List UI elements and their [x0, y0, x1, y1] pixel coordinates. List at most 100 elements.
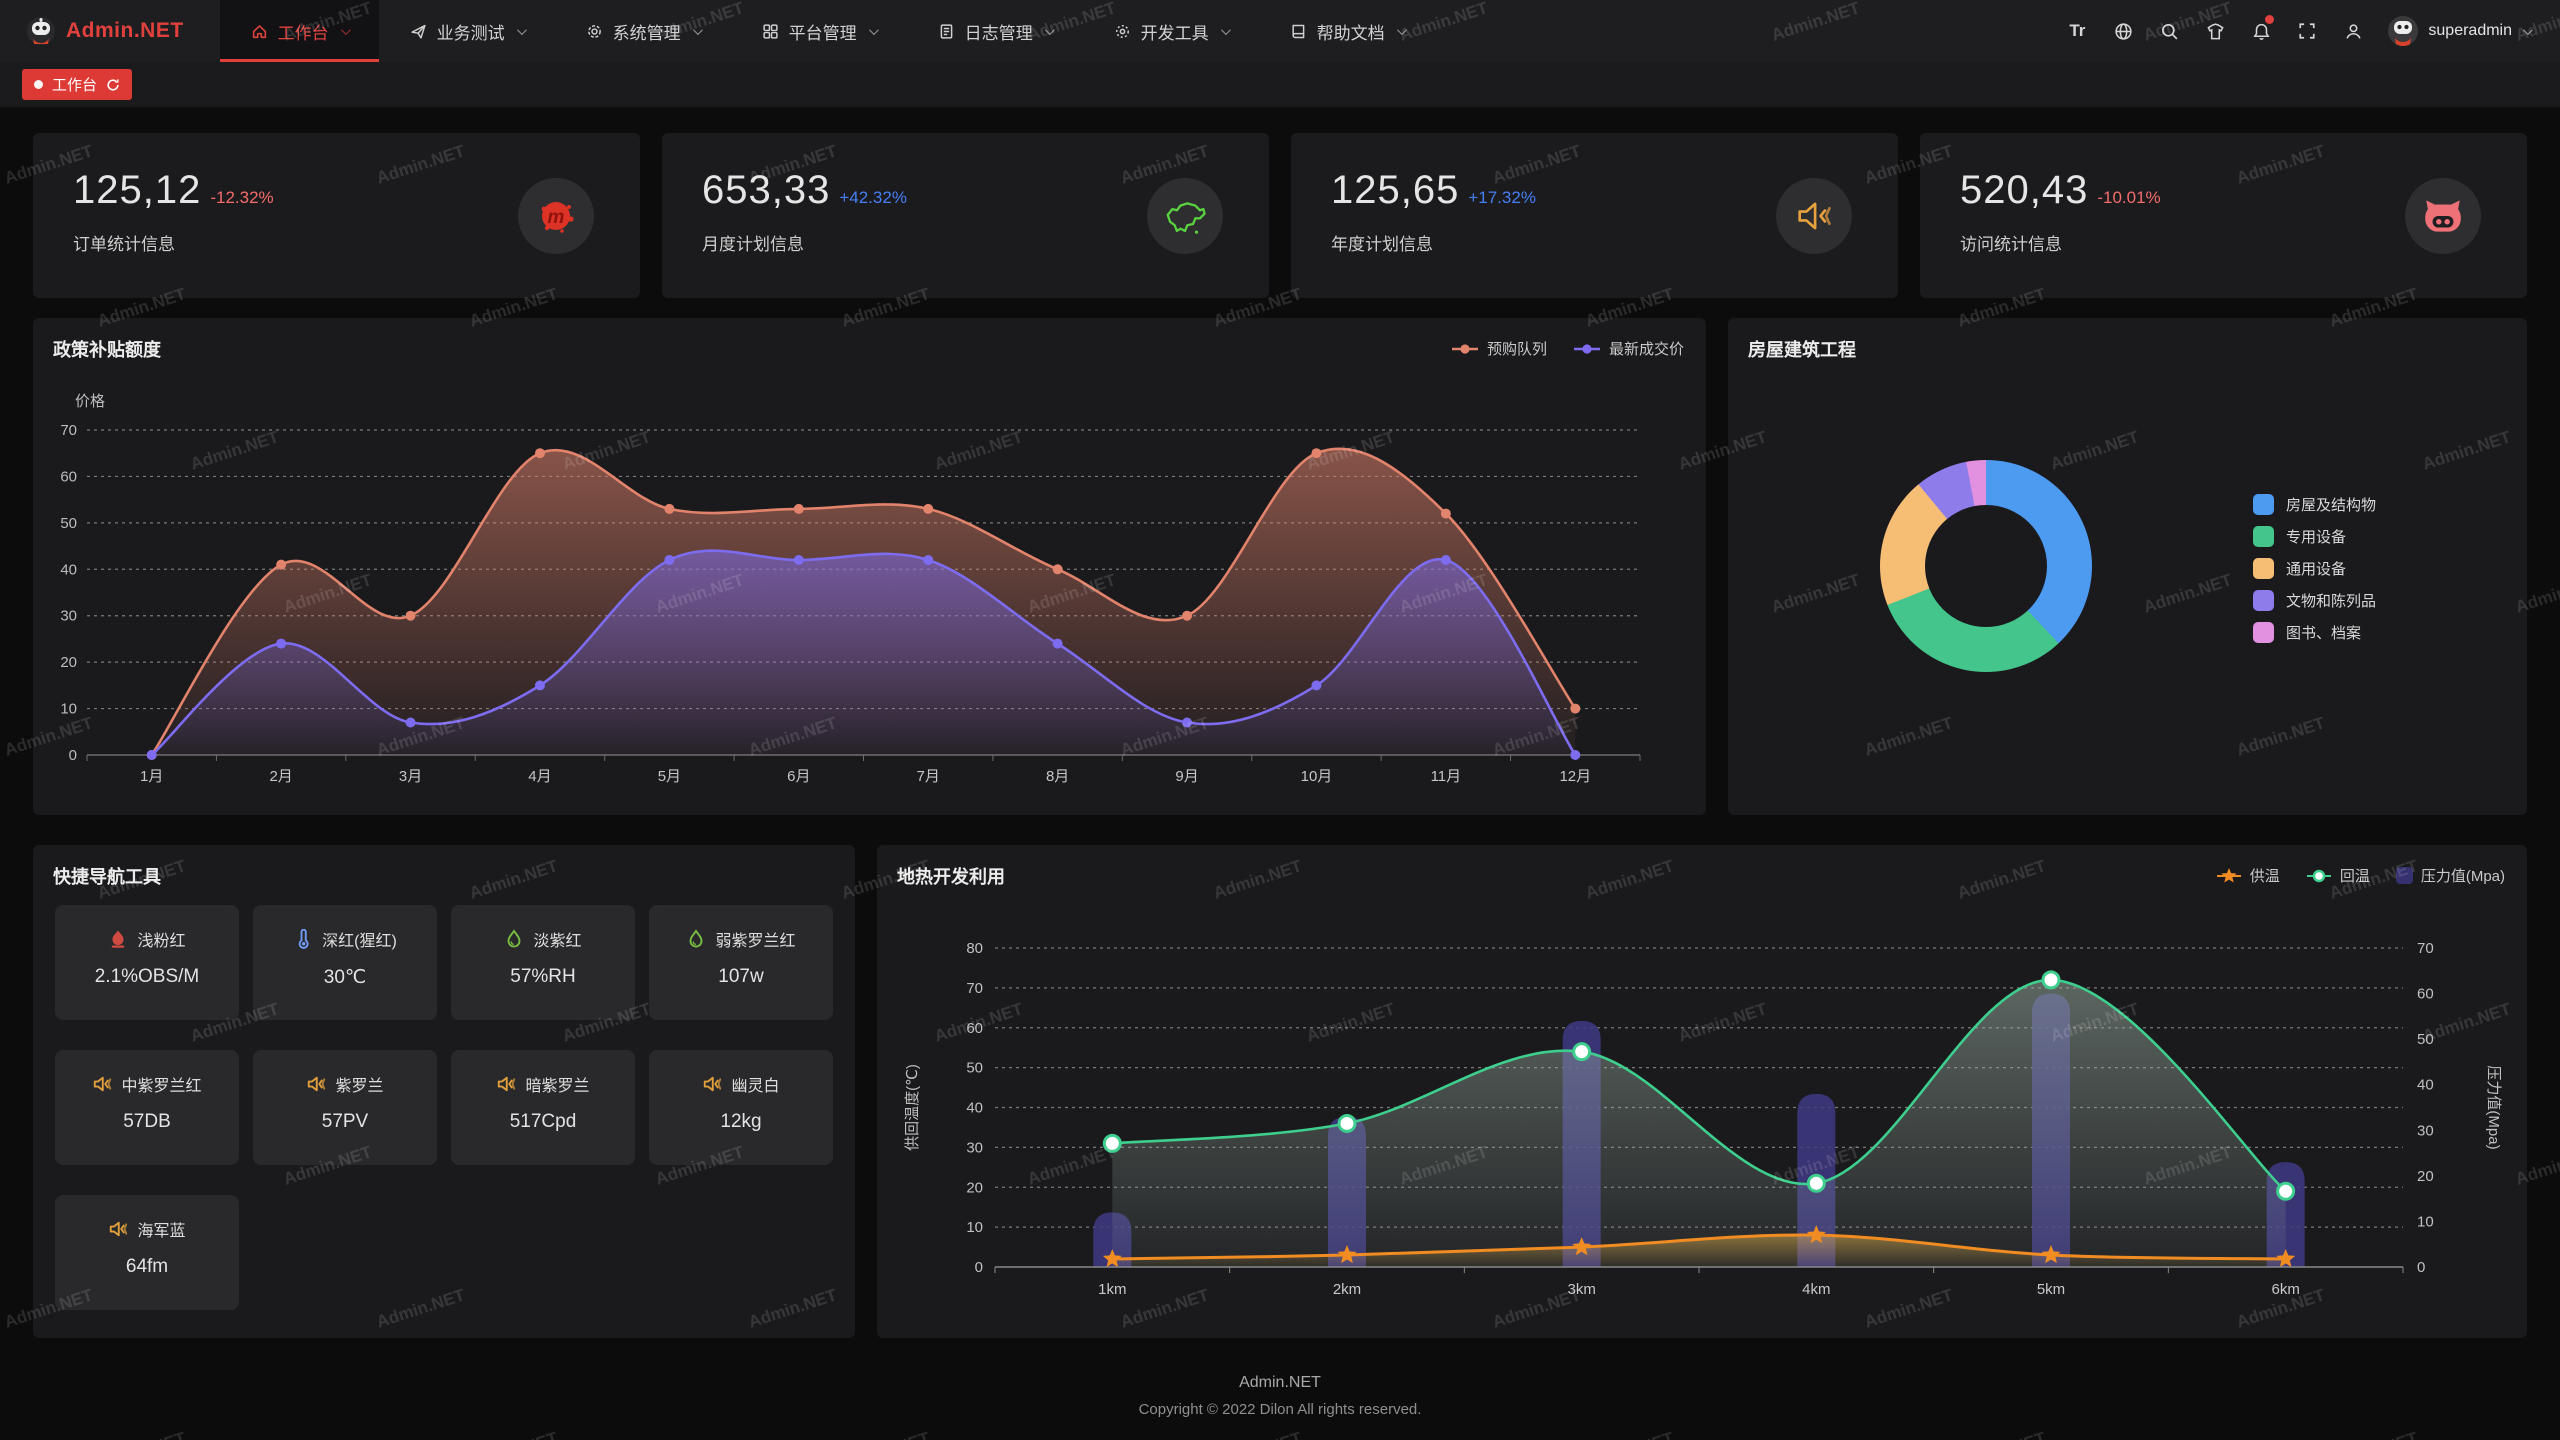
language-globe-icon[interactable]: [2100, 0, 2146, 62]
menu-item-6[interactable]: 帮助文档: [1259, 0, 1435, 62]
tile-value: 107w: [718, 966, 764, 987]
tools-icon: [1114, 23, 1131, 40]
donut-legend-item-2[interactable]: 通用设备: [2253, 558, 2376, 579]
legend-item-0[interactable]: 供温: [2216, 865, 2280, 886]
menu-item-1[interactable]: 业务测试: [379, 0, 555, 62]
menu-item-3[interactable]: 平台管理: [731, 0, 907, 62]
legend-label: 供温: [2249, 868, 2280, 885]
svg-text:20: 20: [60, 654, 77, 671]
legend-swatch: [2253, 590, 2274, 611]
menu-item-4[interactable]: 日志管理: [907, 0, 1083, 62]
svg-text:价格: 价格: [75, 393, 105, 410]
tile-value: 517Cpd: [509, 1111, 577, 1132]
fullscreen-icon[interactable]: [2284, 0, 2330, 62]
avatar[interactable]: [2388, 16, 2419, 46]
panel-title-quick-nav: 快捷导航工具: [53, 867, 161, 887]
speaker-icon: [108, 1219, 128, 1239]
tile-name: 深红(猩红): [322, 933, 397, 950]
tile-value: 57DB: [123, 1111, 171, 1132]
send-icon: [410, 23, 427, 40]
menu-item-2[interactable]: 系统管理: [555, 0, 731, 62]
legend-item-1[interactable]: 最新成交价: [1573, 338, 1684, 359]
tile-name: 弱紫罗兰红: [715, 933, 796, 950]
svg-text:6km: 6km: [2271, 1281, 2299, 1298]
quick-nav-tile[interactable]: 海军蓝 64fm: [55, 1195, 239, 1310]
robot-logo-icon: [27, 17, 55, 45]
line-dot-marker: [1573, 343, 1600, 354]
geothermal-chart-legend: 供温 回温 压力值(Mpa): [2216, 865, 2505, 886]
drop-icon: [686, 929, 706, 949]
line-dot-marker: [1451, 343, 1478, 354]
font-size-tool[interactable]: Tr: [2069, 21, 2086, 40]
legend-label: 专用设备: [2286, 529, 2347, 546]
quick-nav-tile[interactable]: 紫罗兰 57PV: [253, 1050, 437, 1165]
donut-legend-item-0[interactable]: 房屋及结构物: [2253, 494, 2376, 515]
panel-policy-subsidy: 政策补贴额度 预购队列 最新成交价 0 10 20 30 40 50 60 70 价格 1月 2月 3月…: [33, 318, 1706, 815]
grid-icon: [762, 23, 779, 40]
workbench-page: 125,12 -12.32% 订单统计信息 m 653,33 +42.32% 月度计…: [0, 133, 2560, 1418]
search-icon[interactable]: [2146, 0, 2192, 62]
speaker-icon: [496, 1074, 516, 1094]
refresh-icon[interactable]: [106, 78, 120, 92]
quick-nav-tile[interactable]: 暗紫罗兰 517Cpd: [451, 1050, 635, 1165]
brand-logo[interactable]: Admin.NET: [0, 16, 220, 46]
tab-dot-icon: [34, 80, 43, 89]
tab-workbench[interactable]: 工作台: [22, 69, 133, 100]
svg-text:50: 50: [60, 515, 77, 532]
quick-nav-grid: 浅粉红 2.1%OBS/M 深红(猩红) 30℃ 淡紫红 57%RH 弱紫罗兰红…: [55, 905, 833, 1310]
svg-text:压力值(Mpa): 压力值(Mpa): [2485, 1065, 2502, 1149]
donut-legend-item-4[interactable]: 图书、档案: [2253, 622, 2376, 643]
svg-text:30: 30: [60, 608, 77, 625]
china-map-icon: [1147, 177, 1223, 254]
notification-bell-icon[interactable]: [2238, 0, 2284, 62]
legend-item-0[interactable]: 预购队列: [1451, 338, 1547, 359]
tile-value: 12kg: [720, 1111, 762, 1132]
donut-legend-item-3[interactable]: 文物和陈列品: [2253, 590, 2376, 611]
stat-delta: -12.32%: [210, 188, 274, 207]
watermark-text: Admin.NET: [2327, 1428, 2420, 1440]
menu-item-5[interactable]: 开发工具: [1083, 0, 1259, 62]
footer-brand: Admin.NET: [1239, 1374, 1321, 1391]
quick-nav-tile[interactable]: 淡紫红 57%RH: [451, 905, 635, 1020]
legend-item-2[interactable]: 压力值(Mpa): [2395, 865, 2505, 886]
chevron-down-icon: [1220, 24, 1231, 35]
svg-text:m: m: [548, 207, 565, 228]
quick-nav-tile[interactable]: 中紫罗兰红 57DB: [55, 1050, 239, 1165]
github-shirt-icon[interactable]: [2192, 0, 2238, 62]
menu-item-0[interactable]: 工作台: [219, 0, 379, 62]
svg-text:60: 60: [966, 1020, 983, 1037]
stat-delta: +17.32%: [1468, 188, 1536, 207]
legend-item-1[interactable]: 回温: [2306, 865, 2370, 886]
legend-label: 通用设备: [2286, 561, 2347, 578]
stat-value: 520,43: [1960, 168, 2089, 212]
chevron-down-icon: [868, 24, 879, 35]
user-icon[interactable]: [2330, 0, 2376, 62]
circle-marker: [2306, 869, 2331, 882]
legend-swatch: [2253, 526, 2274, 547]
svg-text:10月: 10月: [1301, 768, 1333, 785]
bar-marker: [2395, 867, 2413, 884]
svg-text:6月: 6月: [787, 768, 810, 785]
thermometer-icon: [293, 929, 313, 949]
watermark-text: Admin.NET: [1211, 1428, 1304, 1440]
quick-nav-tile[interactable]: 弱紫罗兰红 107w: [649, 905, 833, 1020]
svg-text:0: 0: [2417, 1259, 2425, 1276]
watermark-text: Admin.NET: [1955, 1428, 2048, 1440]
notification-badge: [2265, 15, 2275, 24]
panel-geothermal: 地热开发利用 供温 回温 压力值(Mpa) 0 10 20 30 40 50 60 70 80 0 10…: [877, 845, 2527, 1338]
star-marker: [2216, 867, 2241, 882]
donut-legend-item-1[interactable]: 专用设备: [2253, 526, 2376, 547]
username[interactable]: superadmin: [2428, 22, 2560, 40]
stat-card: 520,43 -10.01% 访问统计信息: [1920, 133, 2527, 298]
legend-swatch: [2253, 558, 2274, 579]
legend-label: 图书、档案: [2286, 625, 2362, 642]
quick-nav-tile[interactable]: 浅粉红 2.1%OBS/M: [55, 905, 239, 1020]
svg-text:40: 40: [60, 561, 77, 578]
gear-icon: [586, 23, 603, 40]
donut-legend: 房屋及结构物专用设备通用设备文物和陈列品图书、档案: [2253, 494, 2376, 654]
brand-name: Admin.NET: [66, 19, 184, 42]
panel-title-geothermal: 地热开发利用: [897, 867, 1005, 887]
quick-nav-tile[interactable]: 幽灵白 12kg: [649, 1050, 833, 1165]
watermark-text: Admin.NET: [467, 1428, 560, 1440]
quick-nav-tile[interactable]: 深红(猩红) 30℃: [253, 905, 437, 1020]
